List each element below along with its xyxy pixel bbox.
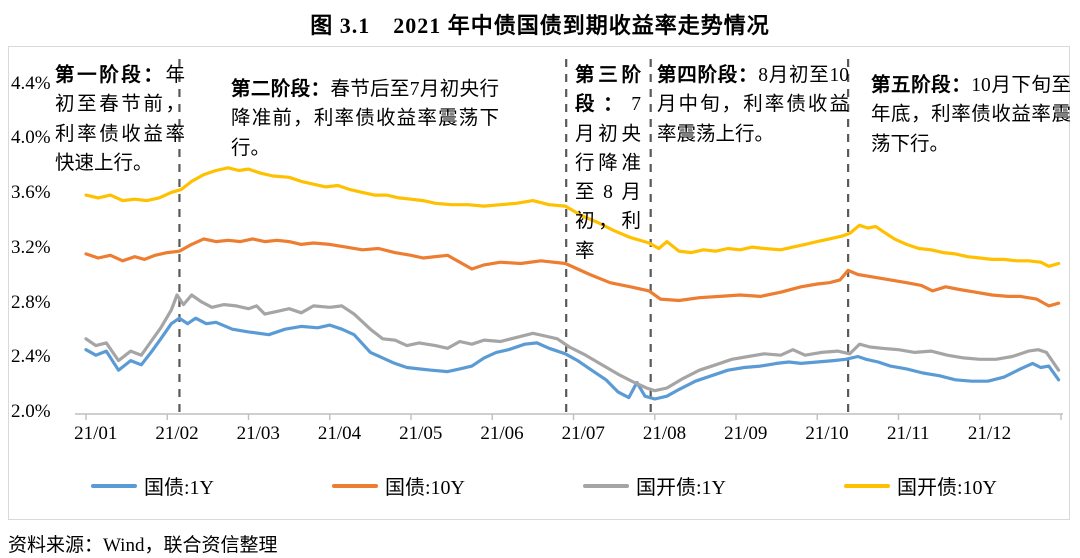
stage-3-text: 7月初央行降准至8月初，利率 <box>575 94 641 262</box>
x-axis-tick-label: 21/01 <box>74 423 118 444</box>
x-axis-tick-label: 21/11 <box>886 423 930 444</box>
stage-1-label: 第一阶段： <box>55 65 166 86</box>
line-chart-canvas <box>75 59 1063 420</box>
x-axis-tick-label: 21/05 <box>399 423 443 444</box>
stage-1-text: 年初至春节前，利率债收益率快速上行。 <box>55 65 185 174</box>
legend-swatch <box>332 483 378 488</box>
x-axis-tick-label: 21/03 <box>236 423 280 444</box>
legend-label: 国债:1Y <box>144 477 214 499</box>
stage-2-label: 第二阶段： <box>231 79 331 100</box>
annotation-stage-3: 第三阶段：7月初央行降准至8月初，利率 <box>575 61 641 266</box>
stage-4-label: 第四阶段： <box>657 65 759 86</box>
y-axis-tick-label: 4.0% <box>11 127 51 149</box>
x-axis-tick-label: 21/02 <box>155 423 199 444</box>
x-axis-tick-label: 21/12 <box>967 423 1012 444</box>
series-line-2 <box>84 237 1061 308</box>
series-line-1 <box>84 316 1061 401</box>
legend-item-3: 国开债:1Y <box>583 471 726 500</box>
y-axis-tick-label: 2.8% <box>11 291 51 313</box>
series-line-3 <box>84 293 1061 393</box>
x-axis-tick-label: 21/08 <box>642 423 687 444</box>
figure-title: 图 3.1 2021 年中债国债到期收益率走势情况 <box>310 13 770 38</box>
annotation-stage-2: 第二阶段：春节后至7月初央行降准前，利率债收益率震荡下行。 <box>231 75 499 163</box>
stage-2-text: 春节后至7月初央行降准前，利率债收益率震荡下行。 <box>231 79 499 159</box>
legend-label: 国开债:10Y <box>897 477 997 499</box>
legend-swatch <box>91 483 137 488</box>
source-note: 资料来源：Wind，联合资信整理 <box>8 535 278 556</box>
stage-5-text: 10月下旬至年底，利率债收益率震荡下行。 <box>871 75 1071 155</box>
stage-5-label: 第五阶段： <box>871 75 972 96</box>
x-axis-tick-label: 21/06 <box>480 423 524 444</box>
x-axis-tick-label: 21/09 <box>724 423 768 444</box>
y-axis-tick-label: 4.4% <box>11 72 51 94</box>
stage-4-text: 8月初至10月中旬，利率债收益率震荡上行。 <box>657 65 849 145</box>
annotation-stage-5: 第五阶段：10月下旬至年底，利率债收益率震荡下行。 <box>871 71 1071 159</box>
annotation-stage-1: 第一阶段：年初至春节前，利率债收益率快速上行。 <box>55 61 185 178</box>
legend-item-4: 国开债:10Y <box>844 471 997 500</box>
annotation-stage-4: 第四阶段：8月初至10月中旬，利率债收益率震荡上行。 <box>657 61 849 149</box>
x-axis-tick-label: 21/04 <box>317 423 362 444</box>
y-axis-tick-label: 3.6% <box>11 182 51 204</box>
legend-item-2: 国债:10Y <box>332 471 465 500</box>
x-axis-tick-label: 21/10 <box>805 423 849 444</box>
chart-area: 第一阶段：年初至春节前，利率债收益率快速上行。 第二阶段：春节后至7月初央行降准… <box>8 46 1071 520</box>
series-line-4 <box>84 166 1061 268</box>
y-axis-tick-label: 3.2% <box>11 236 51 258</box>
y-axis-tick-label: 2.4% <box>11 346 51 368</box>
stage-3-label: 第三阶段： <box>575 65 641 116</box>
y-axis-tick-label: 2.0% <box>11 401 51 422</box>
legend-swatch <box>583 483 629 488</box>
legend-swatch <box>844 483 890 488</box>
x-axis-tick-label: 21/07 <box>561 423 605 444</box>
chart-legend: 国债:1Y 国债:10Y 国开债:1Y 国开债:10Y <box>91 471 997 500</box>
legend-label: 国开债:1Y <box>636 477 726 499</box>
legend-label: 国债:10Y <box>385 477 465 499</box>
legend-item-1: 国债:1Y <box>91 471 214 500</box>
